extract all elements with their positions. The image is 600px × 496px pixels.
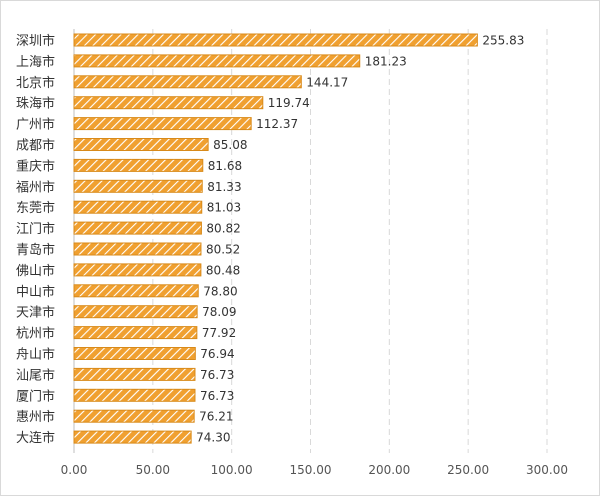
category-label: 舟山市 [16,347,55,363]
data-label: 80.48 [206,263,240,277]
x-tick-label: 250.00 [447,463,489,477]
data-label: 81.33 [207,180,241,194]
category-label: 上海市 [16,54,55,70]
x-tick-label: 0.00 [61,463,88,477]
category-label: 珠海市 [16,96,55,112]
x-tick-label: 200.00 [368,463,410,477]
category-label: 杭州市 [16,326,55,342]
category-label: 汕尾市 [16,367,55,383]
category-label: 大连市 [16,430,55,446]
data-label: 119.74 [268,96,310,110]
bar [73,221,202,235]
x-tick-label: 100.00 [211,463,253,477]
bar [73,158,204,172]
category-label: 天津市 [16,305,55,321]
bar [73,409,195,423]
data-label: 181.23 [365,54,407,68]
category-label: 江门市 [16,221,55,237]
category-label: 青岛市 [16,242,55,258]
bar [73,138,209,151]
bars [73,33,478,444]
bar [73,305,198,319]
bar [73,75,302,89]
category-label: 重庆市 [16,158,55,174]
x-tick-label: 50.00 [136,463,170,477]
bar [73,200,203,214]
category-label: 广州市 [16,117,55,133]
data-label: 78.80 [203,284,237,298]
data-label: 80.52 [206,243,240,257]
bar [73,33,478,47]
data-label: 85.08 [213,138,247,152]
bar [73,284,199,298]
bar [73,96,264,110]
category-label: 深圳市 [16,33,55,49]
bar [73,430,192,444]
bar [73,117,252,131]
category-label: 中山市 [16,284,55,300]
data-label: 78.09 [202,305,236,319]
bar [73,326,198,340]
value-labels: 255.83 181.23 144.17 119.74 112.37 85.08 81.68… [196,34,524,445]
category-label: 佛山市 [16,263,55,279]
data-label: 76.73 [200,389,234,403]
category-label: 北京市 [16,75,55,91]
data-label: 76.21 [199,410,233,424]
bar [73,179,203,193]
category-label: 东莞市 [16,200,55,216]
bar [73,263,202,277]
data-label: 81.68 [208,159,242,173]
x-tick-label: 300.00 [526,463,568,477]
data-label: 77.92 [202,326,236,340]
data-label: 80.82 [206,222,240,236]
data-label: 76.73 [200,368,234,382]
data-label: 76.94 [200,347,234,361]
data-label: 74.30 [196,431,230,445]
data-label: 144.17 [306,75,348,89]
category-label: 成都市 [16,138,55,154]
bar [73,54,361,68]
bar [73,388,196,402]
x-tick-label: 150.00 [290,463,332,477]
data-label: 255.83 [482,34,524,48]
data-label: 112.37 [256,117,298,131]
category-labels: 深圳市上海市北京市珠海市广州市成都市重庆市福州市东莞市江门市青岛市佛山市中山市天… [16,33,55,446]
x-axis-tick-labels: 0.00 50.00 100.00 150.00 200.00 250.00 300.00 [61,463,568,477]
data-label: 81.03 [207,201,241,215]
category-label: 惠州市 [16,409,55,425]
category-label: 福州市 [16,179,55,195]
bar [73,242,202,256]
category-label: 厦门市 [16,388,55,404]
bar [73,347,196,360]
bar [73,367,196,381]
